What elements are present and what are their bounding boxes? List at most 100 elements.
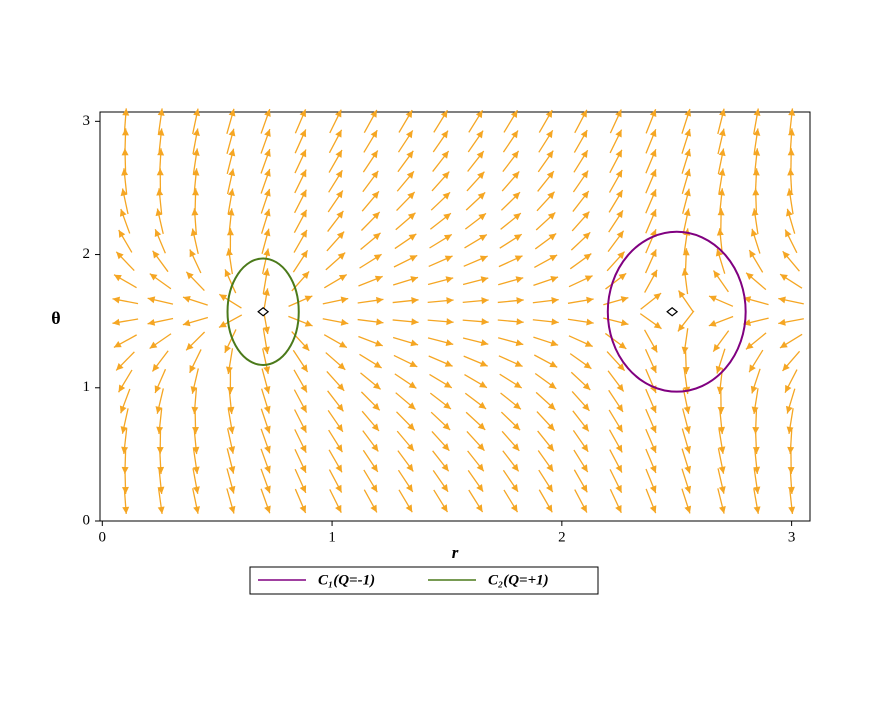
arrow-head [341, 296, 349, 303]
arrow-head [684, 446, 691, 454]
arrow-head [617, 384, 624, 392]
arrow-head [153, 251, 160, 259]
arrow-head [446, 297, 453, 304]
arrow-head [511, 131, 518, 139]
arrow-head [719, 109, 726, 117]
arrow-head [226, 366, 233, 373]
y-tick-label: 2 [83, 246, 91, 262]
arrow-head [228, 446, 235, 454]
arrow-head [301, 364, 308, 372]
arrow-head [617, 231, 624, 239]
arrow-head [481, 339, 489, 346]
arrow-head [619, 342, 627, 349]
arrow-head [406, 464, 413, 472]
arrow-head [477, 151, 484, 159]
arrow-head [586, 297, 593, 304]
arrow-head [514, 381, 522, 388]
arrow-head [406, 151, 413, 159]
arrow-head [442, 151, 449, 159]
arrow-head [406, 484, 413, 492]
arrow-head [264, 426, 271, 434]
arrow-head [446, 339, 454, 346]
arrow-head [122, 128, 129, 135]
arrow-head [476, 504, 483, 512]
arrow-head [512, 464, 519, 472]
arrow-head [336, 444, 343, 452]
arrow-head [376, 297, 383, 304]
arrow-head [787, 447, 794, 454]
arrow-head [787, 426, 794, 433]
arrow-head [476, 131, 483, 139]
arrow-head [263, 366, 270, 374]
arrow-head [546, 130, 553, 138]
arrow-head [410, 339, 418, 346]
arrow-head [150, 342, 158, 349]
critical-point [667, 308, 677, 316]
arrow-head [148, 296, 156, 303]
arrow-head [263, 249, 270, 257]
arrow-head [516, 297, 523, 304]
arrow-head [683, 248, 690, 255]
arrow-head [481, 318, 488, 325]
arrow-head [586, 319, 593, 326]
arrow-head [684, 209, 691, 217]
arrow-head [228, 169, 235, 177]
arrow-head [621, 296, 629, 303]
arrow-head [158, 506, 165, 513]
arrow-head [157, 447, 164, 454]
arrow-head [549, 234, 557, 241]
arrow-head [122, 487, 129, 494]
arrow-head [679, 290, 686, 298]
arrow-head [684, 426, 691, 434]
arrow-head [684, 189, 691, 197]
arrow-head [336, 404, 343, 412]
arrow-head [219, 294, 227, 301]
arrow-head [584, 254, 592, 261]
arrow-head [443, 213, 451, 220]
arrow-head [787, 188, 794, 195]
arrow-head [550, 276, 558, 283]
arrow-head [477, 464, 484, 472]
arrow-head [336, 191, 343, 199]
arrow-head [718, 208, 725, 215]
legend-label: C₂(Q=+1) [488, 572, 549, 588]
arrow-head [264, 169, 271, 177]
arrow-head [714, 271, 721, 279]
arrow-head [478, 402, 486, 409]
arrow-head [582, 191, 589, 199]
arrow-head [581, 464, 588, 472]
arrow-head [227, 228, 234, 235]
x-tick-label: 3 [788, 529, 796, 545]
arrow-head [228, 149, 235, 157]
arrow-head [550, 340, 558, 347]
arrow-head [751, 386, 758, 394]
arrow-head [371, 150, 378, 158]
arrow-head [122, 467, 129, 474]
arrow-head [229, 486, 236, 494]
arrow-head [409, 234, 417, 241]
arrow-head [546, 151, 553, 159]
x-tick-label: 2 [558, 529, 566, 545]
arrow-head [264, 189, 271, 197]
arrow-head [513, 402, 521, 409]
arrow-head [546, 484, 553, 492]
arrow-head [581, 444, 588, 452]
arrow-head [192, 188, 199, 195]
arrow-head [446, 318, 453, 325]
arrow-head [654, 322, 662, 329]
arrow-head [191, 407, 198, 414]
arrow-head [411, 318, 418, 325]
arrow-head [229, 109, 236, 117]
y-tick-label: 3 [83, 113, 91, 129]
arrow-head [441, 504, 448, 512]
arrow-head [788, 148, 795, 155]
arrow-head [749, 364, 756, 372]
legend-label: C₁(Q=-1) [318, 572, 375, 588]
arrow-head [616, 404, 623, 412]
arrow-head [112, 319, 119, 326]
plot-frame [100, 112, 810, 521]
arrow-head [229, 129, 236, 137]
arrow-head [148, 319, 156, 326]
arrow-head [653, 293, 661, 300]
